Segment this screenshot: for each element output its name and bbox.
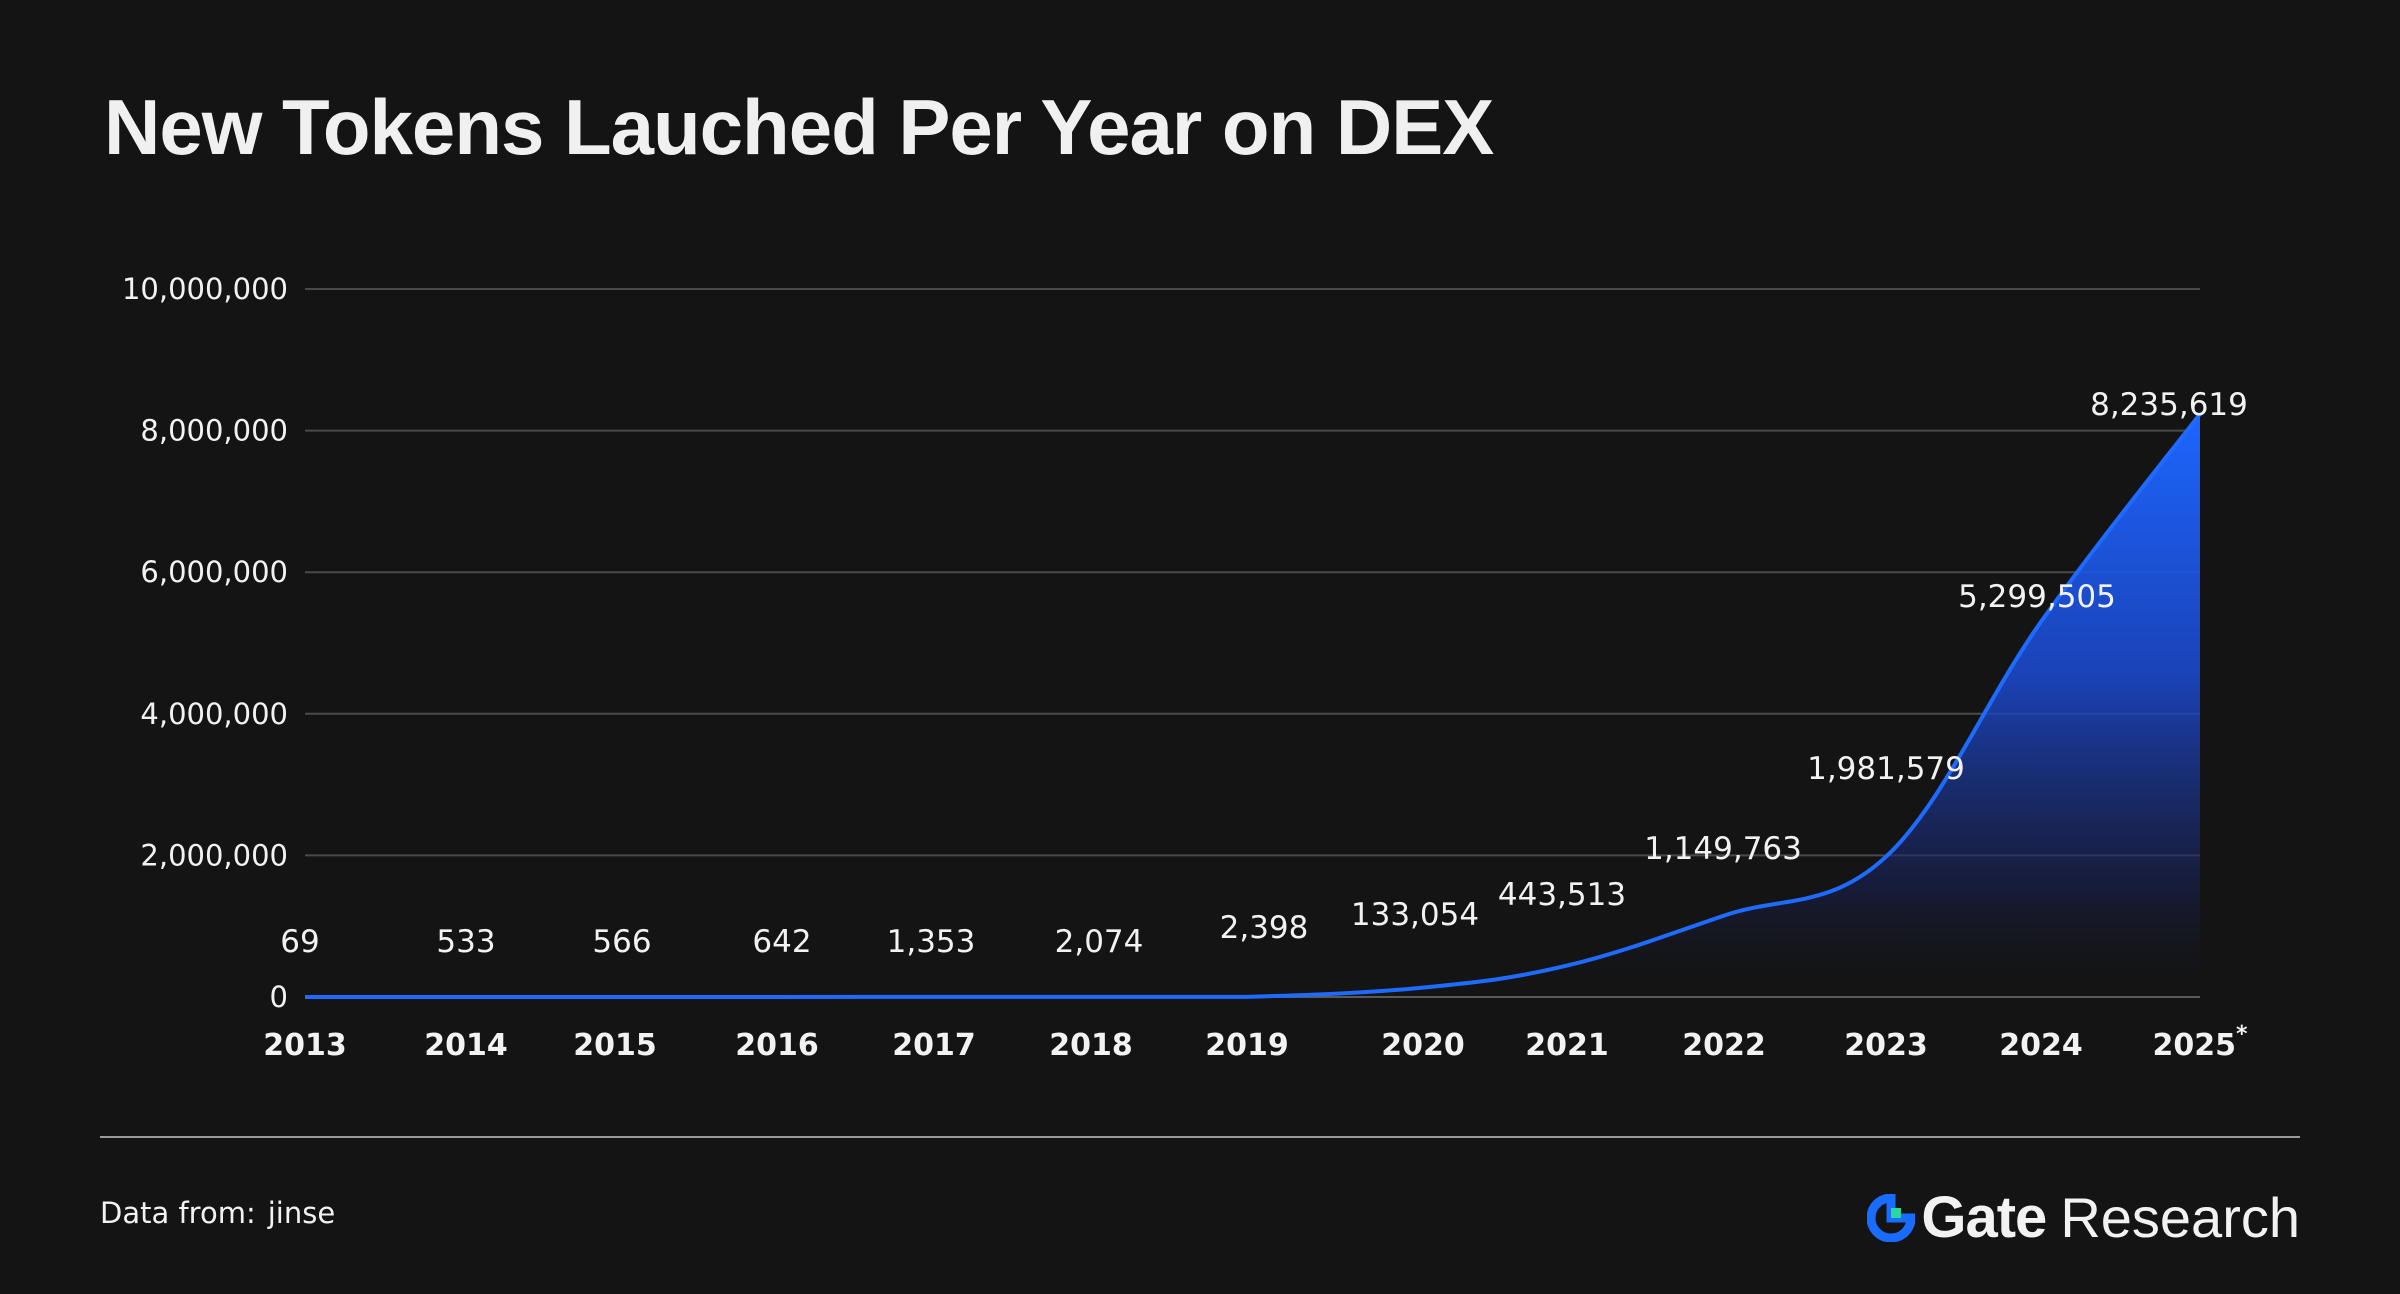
x-tick-label: 2021 bbox=[1525, 1028, 1609, 1063]
data-label: 1,149,763 bbox=[1644, 831, 1802, 867]
gate-logo-icon bbox=[1867, 1193, 1916, 1242]
data-label: 69 bbox=[280, 924, 319, 960]
data-label: 443,513 bbox=[1498, 877, 1626, 913]
area-fill bbox=[305, 413, 2200, 997]
y-tick-label: 0 bbox=[270, 980, 288, 1014]
x-tick-label: 2013 bbox=[263, 1028, 347, 1063]
y-tick-label: 8,000,000 bbox=[140, 414, 288, 448]
source-name: jinse bbox=[267, 1196, 336, 1230]
x-tick-label: 2016 bbox=[735, 1028, 819, 1063]
x-tick-label: 2017 bbox=[892, 1028, 976, 1063]
brand-logo: Gate Research bbox=[1867, 1184, 2300, 1251]
x-tick-label: 2014 bbox=[424, 1028, 508, 1063]
x-tick-label: 2024 bbox=[1999, 1028, 2083, 1063]
data-label: 2,398 bbox=[1220, 910, 1309, 946]
data-label: 133,054 bbox=[1351, 897, 1479, 933]
data-label: 566 bbox=[592, 924, 651, 960]
y-axis-ticks: 0 2,000,000 4,000,000 6,000,000 8,000,000 10,… bbox=[122, 272, 288, 1014]
data-label: 642 bbox=[752, 924, 811, 960]
y-tick-label: 10,000,000 bbox=[122, 272, 288, 306]
y-tick-label: 4,000,000 bbox=[140, 697, 288, 731]
data-label: 8,235,619 bbox=[2090, 387, 2248, 423]
source-prefix: Data from: bbox=[100, 1196, 256, 1230]
area-series bbox=[304, 412, 2202, 999]
source-note: Data from: jinse bbox=[100, 1196, 335, 1230]
x-axis-ticks: 2013 2014 2015 2016 2017 2018 2019 2020 2021 2022… bbox=[263, 1022, 2248, 1063]
brand-name: Gate bbox=[1921, 1185, 2047, 1250]
data-label: 5,299,505 bbox=[1958, 579, 2116, 615]
data-labels: 69 533 566 642 1,353 2,074 2,398 133,054 443,513… bbox=[280, 387, 2248, 960]
y-tick-label: 6,000,000 bbox=[140, 555, 288, 589]
y-tick-label: 2,000,000 bbox=[140, 838, 288, 872]
x-tick-label: 2023 bbox=[1844, 1028, 1928, 1063]
x-tick-label: 2019 bbox=[1205, 1028, 1289, 1063]
data-label: 1,353 bbox=[887, 924, 976, 960]
x-tick-label: 2020 bbox=[1381, 1028, 1465, 1063]
x-tick-label: 2015 bbox=[573, 1028, 657, 1063]
data-label: 2,074 bbox=[1055, 924, 1144, 960]
chart-title: New Tokens Lauched Per Year on DEX bbox=[104, 83, 1494, 171]
x-tick-label: 2022 bbox=[1682, 1028, 1766, 1063]
x-tick-label: 2025* bbox=[2152, 1022, 2248, 1063]
data-label: 533 bbox=[436, 924, 495, 960]
data-label: 1,981,579 bbox=[1807, 751, 1965, 787]
brand-suffix: Research bbox=[2060, 1186, 2300, 1249]
footer-divider bbox=[100, 1136, 2300, 1138]
series-line bbox=[304, 412, 2202, 999]
x-tick-label: 2018 bbox=[1049, 1028, 1133, 1063]
